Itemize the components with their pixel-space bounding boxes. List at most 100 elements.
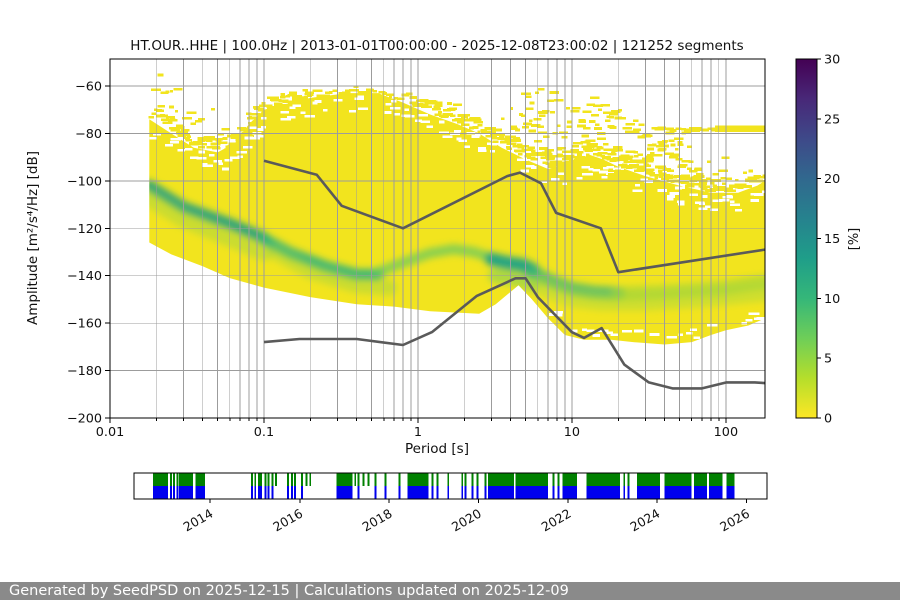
timeline-segment-blue — [258, 486, 262, 499]
y-tick-label: −200 — [67, 412, 102, 427]
x-tick-label: 10 — [564, 425, 580, 440]
timeline-segment-green — [306, 473, 308, 486]
timeline-segment-green — [408, 473, 429, 486]
timeline-segment-blue — [488, 486, 514, 499]
timeline-segment-green — [337, 473, 353, 486]
timeline-segment-green — [354, 473, 356, 486]
timeline-segment-blue — [385, 486, 387, 499]
timeline-segment-blue — [251, 486, 253, 499]
timeline-segment-blue — [173, 486, 175, 499]
y-tick-label: −140 — [67, 269, 102, 284]
timeline-segment-green — [563, 473, 578, 486]
timeline-segment-green — [363, 473, 365, 486]
x-tick-labels: 0.01 0.1 1 10 100 — [96, 425, 738, 440]
y-tick-label: −180 — [67, 364, 102, 379]
timeline-segment-green — [485, 473, 487, 486]
y-tick-label: −120 — [67, 222, 102, 237]
colorbar-gradient — [796, 59, 817, 418]
timeline-segment-blue — [301, 486, 303, 499]
colorbar-tick-label: 10 — [824, 292, 840, 307]
timeline-segment-green — [271, 473, 273, 486]
timeline-segment-green — [637, 473, 660, 486]
timeline-segment-green — [291, 473, 293, 486]
timeline-segment-green — [179, 473, 193, 486]
timeline-segment-green — [464, 473, 466, 486]
timeline-year-label: 2022 — [539, 506, 574, 535]
timeline-segment-blue — [176, 486, 178, 499]
timeline-segment-green — [301, 473, 303, 486]
timeline-segment-blue — [408, 486, 429, 499]
timeline-segment-blue — [294, 486, 296, 499]
timeline-segment-green — [694, 473, 707, 486]
plot-title: HT.OUR..HHE | 100.0Hz | 2013-01-01T00:00… — [130, 38, 743, 54]
timeline-segment-blue — [153, 486, 168, 499]
timeline-segment-green — [432, 473, 434, 486]
timeline-segment-green — [357, 473, 359, 486]
timeline-year-label: 2018 — [360, 506, 395, 535]
timeline-segment-green — [727, 473, 735, 486]
colorbar-tick-label: 0 — [824, 412, 832, 427]
x-tick-label: 0.1 — [254, 425, 274, 440]
ppsd-figure: HT.OUR..HHE | 100.0Hz | 2013-01-01T00:00… — [0, 0, 900, 600]
timeline-segment-blue — [271, 486, 273, 499]
timeline-segment-blue — [623, 486, 625, 499]
colorbar-label: [%] — [847, 228, 862, 251]
timeline-segment-blue — [437, 486, 439, 499]
colorbar-tick-label: 30 — [824, 53, 840, 68]
timeline-segment-green — [264, 473, 266, 486]
timeline-segment-blue — [287, 486, 289, 499]
timeline-segment-blue — [337, 486, 353, 499]
timeline-segment-blue — [357, 486, 359, 499]
timeline-segment-blue — [291, 486, 293, 499]
timeline-segment-blue — [464, 486, 466, 499]
timeline-segment-blue — [637, 486, 660, 499]
timeline-segment-green — [587, 473, 621, 486]
x-tick-label: 0.01 — [96, 425, 125, 440]
timeline-segment-blue — [665, 486, 692, 499]
timeline-segment-green — [488, 473, 514, 486]
timeline-segment-green — [254, 473, 256, 486]
timeline-segment-blue — [563, 486, 578, 499]
timeline-segment-green — [709, 473, 723, 486]
y-axis-label: Amplitude [m²/s⁴/Hz] [dB] — [25, 151, 41, 325]
timeline-segment-blue — [709, 486, 723, 499]
timeline-segment-green — [268, 473, 270, 486]
colorbar-tick-label: 25 — [824, 112, 840, 127]
timeline-segment-blue — [628, 486, 630, 499]
timeline-segment-green — [628, 473, 630, 486]
timeline-segment-green — [275, 473, 277, 486]
colorbar-tick-label: 15 — [824, 232, 840, 247]
footer-text: Generated by SeedPSD on 2025-12-15 | Cal… — [9, 583, 569, 599]
timeline-segment-blue — [552, 486, 554, 499]
timeline-segment-blue — [516, 486, 548, 499]
x-tick-label: 1 — [414, 425, 422, 440]
timeline-segment-green — [516, 473, 548, 486]
timeline-segment-blue — [399, 486, 401, 499]
timeline-segment-green — [437, 473, 439, 486]
timeline-segment-green — [665, 473, 692, 486]
timeline-segment-green — [471, 473, 473, 486]
timeline-segment-blue — [587, 486, 621, 499]
ppsd-chart-svg: HT.OUR..HHE | 100.0Hz | 2013-01-01T00:00… — [0, 0, 900, 570]
timeline-segment-blue — [195, 486, 205, 499]
timeline-segment-blue — [485, 486, 487, 499]
timeline-segment-blue — [694, 486, 707, 499]
timeline-segment-blue — [461, 486, 463, 499]
y-tick-label: −80 — [75, 127, 102, 142]
timeline-segment-green — [287, 473, 289, 486]
timeline-year-label: 2016 — [270, 506, 305, 535]
timeline-segment-green — [309, 473, 311, 486]
y-tick-label: −100 — [67, 174, 102, 189]
timeline-segment-blue — [254, 486, 256, 499]
timeline-segment-blue — [268, 486, 270, 499]
footer-bar: Generated by SeedPSD on 2025-12-15 | Cal… — [0, 582, 900, 600]
y-tick-label: −60 — [75, 80, 102, 95]
y-tick-labels: −200−180−160−140−120−100−80−60 — [67, 80, 102, 427]
timeline-segment-green — [385, 473, 387, 486]
timeline-segment-green — [170, 473, 172, 486]
timeline-segment-blue — [727, 486, 735, 499]
timeline-segment-green — [477, 473, 479, 486]
timeline-segment-green — [558, 473, 560, 486]
timeline-year-label: 2014 — [180, 506, 215, 535]
x-tick-label: 100 — [714, 425, 738, 440]
